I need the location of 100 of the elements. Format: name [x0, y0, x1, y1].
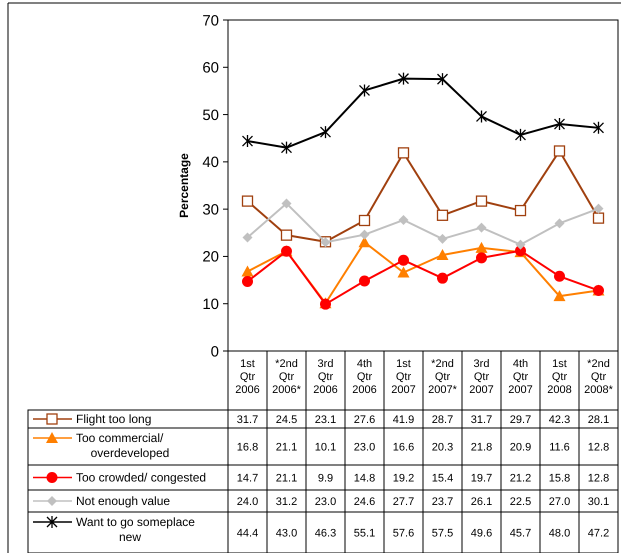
point — [398, 147, 410, 159]
x-tick-label: 4th Qtr 2007 — [508, 358, 533, 396]
data-label: 24.0 — [236, 496, 258, 508]
data-label: 21.8 — [470, 442, 492, 454]
data-label: 46.3 — [314, 528, 336, 540]
data-label: 21.2 — [510, 472, 532, 484]
legend-label: Too commercial/ overdeveloped — [76, 431, 170, 460]
point — [398, 215, 408, 226]
x-tick-label: 1st Qtr 2007 — [391, 358, 416, 396]
data-label: 28.1 — [588, 414, 610, 426]
data-label: 27.7 — [392, 496, 414, 508]
point — [438, 234, 448, 244]
data-label: 23.0 — [354, 442, 376, 454]
point — [476, 242, 488, 253]
point — [242, 276, 253, 287]
data-label: 26.1 — [470, 496, 492, 508]
y-tick-label: 30 — [202, 201, 219, 218]
data-label: 47.2 — [588, 528, 610, 540]
legend-label: Not enough value — [76, 494, 170, 508]
data-label: 19.2 — [392, 472, 414, 484]
point — [280, 230, 292, 241]
data-label: 11.6 — [549, 442, 570, 454]
data-label: 23.1 — [314, 414, 336, 426]
point — [320, 125, 332, 139]
data-label: 41.9 — [392, 414, 414, 426]
x-tick-label: 4th Qtr 2006 — [352, 358, 377, 396]
data-label: 15.4 — [432, 472, 454, 484]
point — [242, 134, 254, 148]
point — [436, 72, 448, 86]
data-label: 57.5 — [432, 528, 454, 540]
point — [242, 195, 254, 207]
point — [398, 266, 410, 278]
data-label: 23.0 — [314, 496, 336, 508]
data-label: 23.7 — [432, 496, 454, 508]
point — [360, 230, 370, 240]
point — [476, 110, 488, 124]
point — [436, 249, 448, 260]
point — [514, 128, 526, 142]
point — [398, 72, 410, 86]
data-label: 31.2 — [276, 496, 298, 508]
y-tick-label: 20 — [202, 248, 219, 266]
point — [554, 218, 564, 228]
point — [592, 212, 604, 224]
y-tick-label: 50 — [202, 106, 219, 124]
x-tick-label: 3rd Qtr 2007 — [469, 358, 494, 396]
y-tick-label: 10 — [202, 296, 219, 313]
data-label: 19.7 — [470, 472, 492, 484]
point — [554, 145, 566, 157]
data-label: 57.6 — [392, 528, 414, 540]
data-label: 21.1 — [276, 442, 298, 454]
data-label: 9.9 — [318, 472, 334, 484]
point — [554, 117, 566, 131]
data-label: 49.6 — [470, 528, 492, 540]
data-label: 24.6 — [354, 496, 376, 508]
point — [514, 204, 526, 216]
data-label: 30.1 — [588, 496, 610, 508]
data-label: 21.1 — [276, 472, 298, 484]
point — [358, 214, 370, 226]
y-tick-label: 70 — [202, 12, 219, 30]
data-label: 42.3 — [548, 414, 570, 426]
point — [594, 204, 604, 214]
data-label: 12.8 — [588, 472, 610, 484]
point — [516, 240, 526, 250]
data-label: 28.7 — [432, 414, 454, 426]
point — [436, 210, 448, 221]
x-tick-label: 1st Qtr 2006 — [235, 358, 260, 396]
data-label: 14.7 — [236, 472, 258, 484]
x-tick-label: 3rd Qtr 2006 — [313, 358, 338, 396]
y-tick-label: 60 — [202, 60, 219, 77]
point — [592, 121, 604, 134]
data-label: 43.0 — [276, 528, 298, 540]
y-tick-label: 40 — [202, 154, 219, 172]
data-label: 14.8 — [354, 472, 376, 484]
data-label: 12.8 — [588, 442, 610, 454]
x-tick-label: 1st Qtr 2008 — [547, 358, 572, 396]
category-label: *2nd Qtr 2006* — [272, 358, 301, 396]
data-label: 16.6 — [392, 442, 414, 454]
data-label: 27.6 — [354, 414, 376, 426]
legend-label: Too crowded/ congested — [76, 470, 206, 484]
data-label: 48.0 — [548, 528, 570, 540]
point — [437, 272, 448, 284]
y-tick-label: 0 — [210, 343, 219, 360]
point — [242, 232, 252, 243]
point — [398, 254, 409, 266]
point — [476, 252, 487, 264]
point — [476, 222, 486, 233]
point — [554, 290, 566, 302]
data-label: 45.7 — [510, 528, 532, 540]
data-label: 27.0 — [548, 496, 570, 508]
point — [242, 266, 254, 277]
point — [280, 141, 292, 154]
point — [476, 195, 488, 207]
point — [358, 84, 370, 98]
point — [282, 198, 292, 208]
y-axis-title: Percentage — [177, 152, 191, 218]
legend-label: Want to go someplace new — [76, 515, 196, 544]
data-label: 15.8 — [548, 472, 570, 484]
point — [554, 270, 565, 282]
data-label: 24.5 — [276, 414, 298, 426]
data-label: 31.7 — [236, 414, 258, 426]
